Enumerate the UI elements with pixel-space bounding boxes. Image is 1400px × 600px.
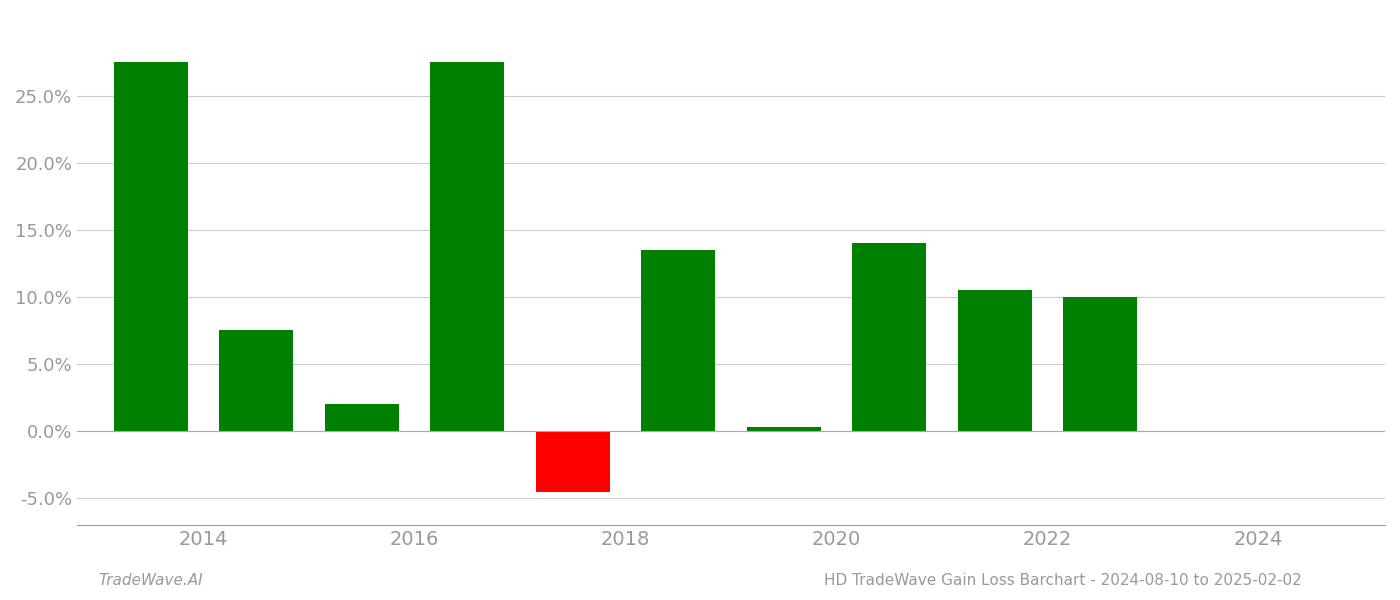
Bar — [853, 243, 927, 431]
Bar — [220, 331, 293, 431]
Bar — [113, 62, 188, 431]
Bar — [325, 404, 399, 431]
Bar — [430, 62, 504, 431]
Text: TradeWave.AI: TradeWave.AI — [98, 573, 203, 588]
Bar — [1063, 297, 1137, 431]
Bar — [958, 290, 1032, 431]
Bar — [536, 431, 609, 491]
Bar — [641, 250, 715, 431]
Text: HD TradeWave Gain Loss Barchart - 2024-08-10 to 2025-02-02: HD TradeWave Gain Loss Barchart - 2024-0… — [825, 573, 1302, 588]
Bar — [746, 427, 820, 431]
